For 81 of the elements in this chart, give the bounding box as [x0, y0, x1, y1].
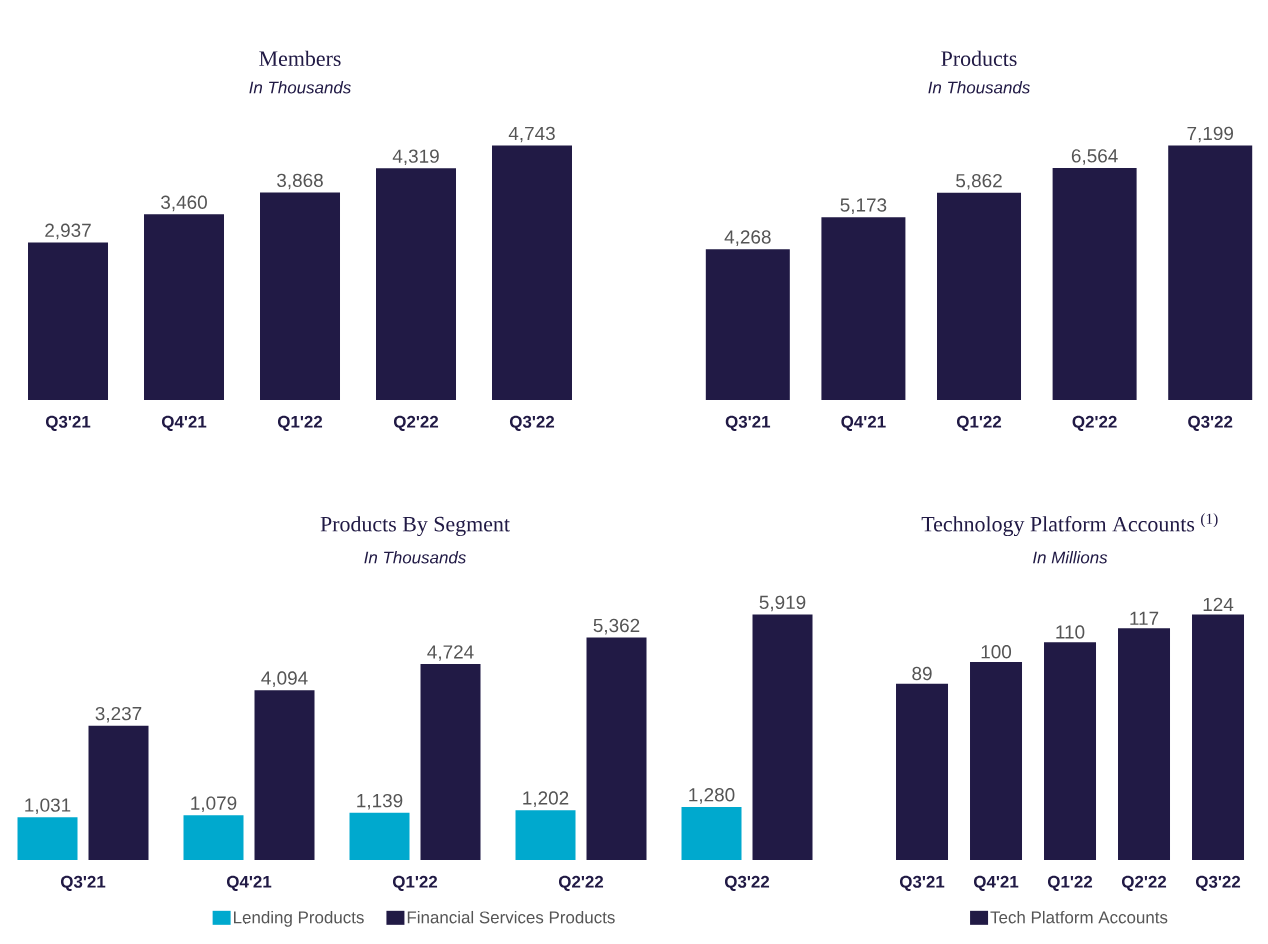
data-label: 3,237 — [95, 706, 142, 723]
x-tick-label: Q4'21 — [226, 875, 272, 891]
data-label: 110 — [1056, 625, 1085, 639]
data-label: 4,094 — [261, 671, 308, 687]
data-label: 3,460 — [161, 195, 207, 212]
x-tick-label: Q3'21 — [725, 415, 771, 431]
bar — [420, 664, 481, 861]
data-label: 6,564 — [1071, 149, 1118, 165]
chart-title: Products — [941, 50, 1017, 67]
bar — [896, 683, 949, 861]
bar — [586, 637, 647, 861]
bar — [752, 614, 813, 861]
bar — [17, 817, 78, 861]
bar — [183, 815, 244, 861]
data-label: 1,139 — [357, 793, 403, 810]
legend-label: Lending Products — [234, 910, 364, 927]
x-tick-label: Q3'22 — [1188, 415, 1233, 431]
bar — [681, 806, 742, 861]
bar — [937, 192, 1022, 401]
x-tick-label: Q4'21 — [161, 415, 207, 431]
bar — [1052, 167, 1137, 401]
bar — [254, 690, 315, 861]
data-label: 117 — [1130, 611, 1159, 625]
x-tick-label: Q4'21 — [973, 875, 1019, 891]
data-label: 3,868 — [277, 173, 323, 190]
data-label: 4,268 — [724, 230, 771, 246]
data-label: 89 — [912, 666, 932, 681]
bar — [260, 192, 341, 401]
chart-subtitle: In Thousands — [928, 81, 1030, 94]
data-label: 100 — [981, 645, 1012, 659]
data-label: 5,862 — [956, 173, 1002, 190]
x-tick-label: Q2'22 — [558, 875, 604, 891]
x-tick-label: Q1'22 — [956, 415, 1002, 431]
bar — [1118, 628, 1171, 861]
bar — [88, 725, 149, 861]
data-label: 5,362 — [593, 618, 640, 635]
x-tick-label: Q3'21 — [899, 875, 945, 891]
bar — [1168, 145, 1253, 401]
x-tick-label: Q1'22 — [277, 415, 323, 431]
data-label: 5,173 — [840, 198, 887, 214]
chart-title: Technology Platform Accounts $^{(1)}$ — [921, 513, 1218, 537]
data-label: 5,919 — [759, 595, 806, 612]
data-label: 4,743 — [508, 126, 555, 143]
data-label: 1,031 — [25, 798, 71, 815]
bar — [705, 249, 790, 401]
x-tick-label: Q3'22 — [509, 415, 555, 431]
data-label: 1,280 — [689, 788, 735, 804]
legend-label: Financial Services Products — [407, 910, 615, 924]
x-tick-label: Q4'21 — [841, 415, 886, 431]
bar — [28, 242, 109, 401]
chart-subtitle: In Millions — [1033, 551, 1108, 564]
bar — [1044, 642, 1097, 861]
bar — [515, 810, 576, 861]
x-tick-label: Q2'22 — [1072, 415, 1117, 431]
bar — [821, 217, 906, 401]
chart-title: Products By Segment — [320, 516, 510, 537]
bar — [970, 662, 1023, 861]
x-tick-label: Q3'22 — [1195, 875, 1241, 891]
legend-label: Tech Platform Accounts — [990, 910, 1168, 924]
x-tick-label: Q3'21 — [45, 415, 91, 431]
x-tick-label: Q2'22 — [1121, 875, 1167, 891]
data-label: 2,937 — [45, 223, 91, 240]
chart-subtitle: In Thousands — [364, 551, 466, 564]
x-tick-label: Q1'22 — [1047, 875, 1093, 891]
data-label: 1,202 — [523, 791, 569, 807]
bar — [144, 214, 225, 401]
bar — [376, 168, 457, 401]
data-label: 7,199 — [1187, 126, 1233, 143]
x-tick-label: Q2'22 — [393, 415, 439, 431]
x-tick-label: Q3'22 — [724, 875, 770, 891]
bar — [349, 812, 410, 861]
data-label: 1,079 — [191, 796, 237, 813]
bar — [492, 145, 573, 401]
bar — [1192, 614, 1245, 861]
data-label: 124 — [1203, 597, 1234, 611]
chart-title: Members — [259, 50, 341, 67]
x-tick-label: Q3'21 — [60, 875, 106, 891]
chart-subtitle: In Thousands — [249, 81, 351, 94]
x-tick-label: Q1'22 — [392, 875, 438, 891]
data-label: 4,724 — [427, 645, 474, 661]
data-label: 4,319 — [392, 149, 439, 166]
